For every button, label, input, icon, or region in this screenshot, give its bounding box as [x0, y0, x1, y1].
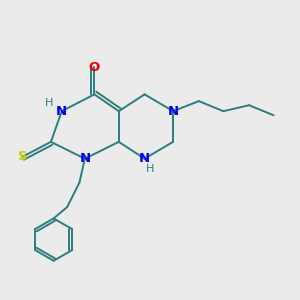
Text: N: N [56, 105, 67, 118]
Text: S: S [18, 150, 27, 163]
Text: H: H [146, 164, 154, 174]
Text: H: H [45, 98, 53, 108]
Text: O: O [89, 61, 100, 74]
Text: N: N [167, 105, 178, 118]
Text: N: N [139, 152, 150, 165]
Text: N: N [79, 152, 90, 165]
